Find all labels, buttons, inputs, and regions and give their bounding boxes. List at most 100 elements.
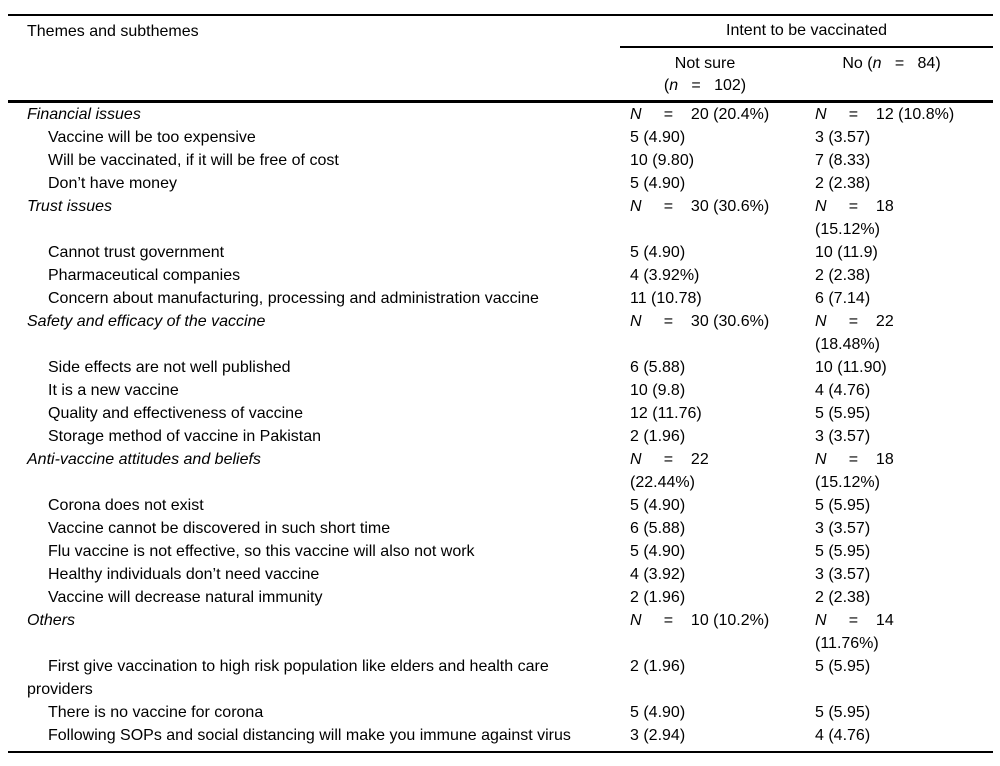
header-row-2: Not sure (n = 102) No (n = 84) [8, 48, 993, 103]
not-sure-value: 3 (2.94) [630, 727, 686, 744]
not-sure-value: 6 (5.88) [630, 520, 686, 537]
subtheme-label: Healthy individuals don’t need vaccine [48, 566, 320, 583]
not-sure-value: N = 30 (30.6%) [630, 313, 770, 330]
no-value: 5 (5.95) [815, 658, 871, 675]
no-value: 4 (4.76) [815, 727, 871, 744]
subtheme-label: Vaccine cannot be discovered in such sho… [48, 520, 391, 537]
table-row: Will be vaccinated, if it will be free o… [8, 149, 993, 172]
no-value: 3 (3.57) [815, 129, 871, 146]
no-value: 3 (3.57) [815, 520, 871, 537]
not-sure-value: 10 (9.80) [630, 152, 695, 169]
subtheme-label: Storage method of vaccine in Pakistan [48, 428, 322, 445]
subtheme-label: Concern about manufacturing, processing … [48, 290, 539, 307]
column-group-intent: Intent to be vaccinated [620, 16, 993, 48]
header-spacer [8, 48, 620, 100]
not-sure-value: 5 (4.90) [630, 497, 686, 514]
no-value: 6 (7.14) [815, 290, 871, 307]
theme-label: Financial issues [27, 106, 141, 123]
theme-label: Trust issues [27, 198, 113, 215]
not-sure-value: 6 (5.88) [630, 359, 686, 376]
not-sure-value: N = 20 (20.4%) [630, 106, 770, 123]
table-row: First give vaccination to high risk popu… [8, 655, 993, 701]
no-value: N = 18 (15.12%) [815, 451, 894, 491]
subtheme-label: Will be vaccinated, if it will be free o… [48, 152, 339, 169]
no-value: 2 (2.38) [815, 589, 871, 606]
no-value: 5 (5.95) [815, 704, 871, 721]
column-header-not-sure: Not sure (n = 102) [663, 55, 747, 94]
no-value: 10 (11.90) [815, 359, 887, 376]
table-row: Concern about manufacturing, processing … [8, 287, 993, 310]
table-header: Themes and subthemes Intent to be vaccin… [8, 16, 993, 103]
table-row: Quality and effectiveness of vaccine 12 (… [8, 402, 993, 425]
table-row: Storage method of vaccine in Pakistan 2 (… [8, 425, 993, 448]
not-sure-value: 11 (10.78) [630, 290, 702, 307]
subtheme-label: Following SOPs and social distancing wil… [48, 727, 571, 744]
table-row: Safety and efficacy of the vaccine N = 30… [8, 310, 993, 356]
table-row: Pharmaceutical companies 4 (3.92%) 2 (2.38… [8, 264, 993, 287]
table-row: Vaccine will be too expensive 5 (4.90) 3 (… [8, 126, 993, 149]
table-row: Anti-vaccine attitudes and beliefs N = 22… [8, 448, 993, 494]
theme-label: Anti-vaccine attitudes and beliefs [27, 451, 261, 468]
subtheme-label: Side effects are not well published [48, 359, 291, 376]
subtheme-label: Cannot trust government [48, 244, 225, 261]
no-value: 4 (4.76) [815, 382, 871, 399]
table-row: Flu vaccine is not effective, so this va… [8, 540, 993, 563]
no-value: 10 (11.9) [815, 244, 878, 261]
themes-table: Themes and subthemes Intent to be vaccin… [8, 14, 993, 753]
no-value: N = 18 (15.12%) [815, 198, 894, 238]
subtheme-label: It is a new vaccine [48, 382, 179, 399]
no-value: N = 22 (18.48%) [815, 313, 894, 353]
subtheme-label: There is no vaccine for corona [48, 704, 264, 721]
column-header-no: No (n = 84) [842, 55, 941, 72]
table-row: Don’t have money 5 (4.90) 2 (2.38) [8, 172, 993, 195]
subtheme-label: First give vaccination to high risk popu… [27, 658, 549, 698]
subtheme-label: Vaccine will decrease natural immunity [48, 589, 323, 606]
table-row: Corona does not exist 5 (4.90) 5 (5.95) [8, 494, 993, 517]
no-value: 5 (5.95) [815, 543, 871, 560]
not-sure-value: 12 (11.76) [630, 405, 702, 422]
no-value: 5 (5.95) [815, 405, 871, 422]
header-row-1: Themes and subthemes Intent to be vaccin… [8, 16, 993, 48]
not-sure-value: 5 (4.90) [630, 543, 686, 560]
not-sure-value: 2 (1.96) [630, 658, 686, 675]
not-sure-value: 5 (4.90) [630, 704, 686, 721]
subtheme-label: Corona does not exist [48, 497, 204, 514]
table-body: Financial issues N = 20 (20.4%) N = 12 (10… [8, 103, 993, 753]
subtheme-label: Quality and effectiveness of vaccine [48, 405, 303, 422]
table-row: Side effects are not well published 6 (5.… [8, 356, 993, 379]
table-row: Following SOPs and social distancing wil… [8, 724, 993, 747]
column-header-themes: Themes and subthemes [27, 23, 199, 40]
no-value: 3 (3.57) [815, 566, 871, 583]
table-row: Vaccine cannot be discovered in such sho… [8, 517, 993, 540]
no-value: 2 (2.38) [815, 267, 871, 284]
subtheme-label: Flu vaccine is not effective, so this va… [48, 543, 475, 560]
theme-label: Others [27, 612, 76, 629]
table-row: It is a new vaccine 10 (9.8) 4 (4.76) [8, 379, 993, 402]
table-row: Others N = 10 (10.2%) N = 14 (11.76%) [8, 609, 993, 655]
table-row: Trust issues N = 30 (30.6%) N = 18 (15.12%… [8, 195, 993, 241]
table-row: Financial issues N = 20 (20.4%) N = 12 (10… [8, 103, 993, 126]
not-sure-value: 4 (3.92) [630, 566, 686, 583]
theme-label: Safety and efficacy of the vaccine [27, 313, 266, 330]
not-sure-value: N = 30 (30.6%) [630, 198, 770, 215]
table-row: Cannot trust government 5 (4.90) 10 (11.9) [8, 241, 993, 264]
not-sure-value: N = 22 (22.44%) [630, 451, 709, 491]
no-value: N = 14 (11.76%) [815, 612, 894, 652]
subtheme-label: Vaccine will be too expensive [48, 129, 256, 146]
table-row: Healthy individuals don’t need vaccine 4 … [8, 563, 993, 586]
no-value: 2 (2.38) [815, 175, 871, 192]
table-row: There is no vaccine for corona 5 (4.90) 5 … [8, 701, 993, 724]
no-value: 3 (3.57) [815, 428, 871, 445]
table-row: Vaccine will decrease natural immunity 2 … [8, 586, 993, 609]
no-value: 5 (5.95) [815, 497, 871, 514]
not-sure-value: 5 (4.90) [630, 129, 686, 146]
no-value: N = 12 (10.8%) [815, 106, 955, 123]
column-group-label: Intent to be vaccinated [726, 22, 887, 39]
not-sure-value: 4 (3.92%) [630, 267, 700, 284]
subtheme-label: Pharmaceutical companies [48, 267, 241, 284]
not-sure-value: N = 10 (10.2%) [630, 612, 770, 629]
not-sure-value: 5 (4.90) [630, 175, 686, 192]
not-sure-value: 5 (4.90) [630, 244, 686, 261]
subtheme-label: Don’t have money [48, 175, 177, 192]
